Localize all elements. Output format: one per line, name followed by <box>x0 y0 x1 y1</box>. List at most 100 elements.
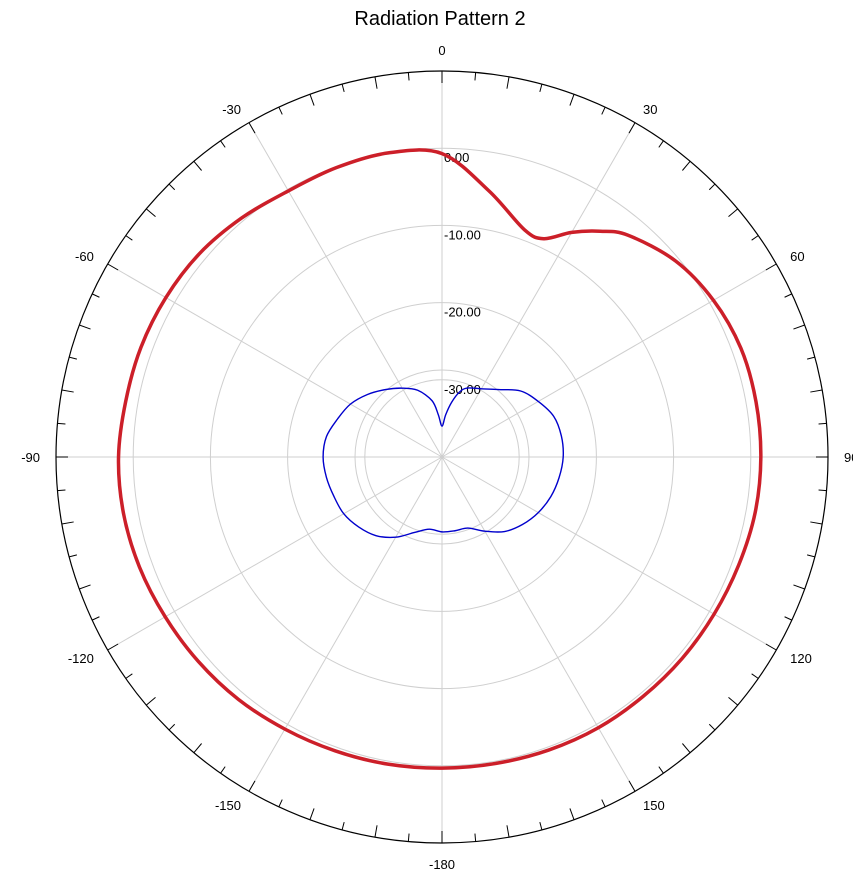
chart-title: Radiation Pattern 2 <box>354 8 526 30</box>
angle-tick <box>708 183 716 191</box>
angle-tick-label: -90 <box>21 450 40 465</box>
angle-tick <box>278 799 283 808</box>
angle-tick <box>79 324 91 330</box>
angle-tick <box>407 833 410 842</box>
angle-tick <box>107 643 119 651</box>
angle-tick <box>248 122 256 134</box>
angle-tick <box>506 76 510 89</box>
angle-tick <box>708 723 716 731</box>
angle-tick <box>810 389 823 393</box>
angle-tick <box>682 743 691 754</box>
angle-ticks <box>56 71 828 843</box>
series-line-2 <box>322 387 564 539</box>
grid-ring <box>364 379 520 535</box>
angle-tick <box>374 76 378 89</box>
angle-tick-label: 60 <box>790 249 804 264</box>
angle-tick <box>91 293 100 298</box>
angle-tick <box>539 821 543 830</box>
angle-tick <box>374 825 378 838</box>
angle-tick <box>57 422 66 425</box>
ring-value-label: -20.00 <box>444 305 481 320</box>
angle-tick <box>168 183 176 191</box>
angle-tick <box>278 106 283 115</box>
angle-tick <box>806 554 815 558</box>
angle-tick-label: 30 <box>643 102 657 117</box>
angle-tick <box>407 72 410 81</box>
angle-tick <box>506 825 510 838</box>
grid-spoke <box>441 263 777 458</box>
grid-spoke <box>248 456 443 792</box>
grid-spoke <box>107 456 443 651</box>
angle-tick <box>682 160 691 171</box>
angle-tick <box>168 723 176 731</box>
angle-tick <box>61 521 74 525</box>
angle-tick <box>569 808 575 820</box>
grid-spoke <box>441 456 636 792</box>
angle-tick <box>539 84 543 93</box>
angle-tick <box>751 673 759 679</box>
angle-tick <box>341 821 345 830</box>
angle-tick-label: -60 <box>75 249 94 264</box>
angle-tick-label: -150 <box>215 798 241 813</box>
angle-tick <box>601 106 606 115</box>
angle-tick <box>341 84 345 93</box>
grid-ring-inner <box>354 369 530 545</box>
angle-tick-label: 0 <box>438 43 445 58</box>
angle-tick <box>728 208 739 217</box>
angle-tick <box>193 160 202 171</box>
series-line-1 <box>116 148 763 770</box>
angle-tick <box>818 489 827 492</box>
angle-tick <box>107 263 119 271</box>
angle-tick <box>79 584 91 590</box>
angle-tick <box>628 780 636 792</box>
angle-tick <box>806 356 815 360</box>
grid-ring <box>132 147 752 767</box>
angle-tick-label: 150 <box>643 798 665 813</box>
angle-tick <box>818 422 827 425</box>
angle-tick-label: 90 <box>844 450 853 465</box>
angle-tick <box>474 72 477 81</box>
angle-tick <box>793 584 805 590</box>
angle-tick <box>309 808 315 820</box>
angle-tick <box>193 743 202 754</box>
angle-tick <box>69 554 78 558</box>
ring-value-label: 0.00 <box>444 150 469 165</box>
series-layer <box>116 148 763 770</box>
angle-tick <box>220 766 226 774</box>
angle-tick <box>145 697 156 706</box>
grid-spoke <box>107 263 443 458</box>
angle-tick <box>784 616 793 621</box>
grid-spoke <box>441 456 777 651</box>
angle-tick <box>658 140 664 148</box>
ring-labels: -30.00-20.00-10.000.00 <box>444 150 481 397</box>
angle-tick <box>728 697 739 706</box>
angle-tick <box>57 489 66 492</box>
angle-tick <box>145 208 156 217</box>
grid-ring <box>209 224 675 690</box>
angle-tick <box>658 766 664 774</box>
angle-tick <box>765 263 777 271</box>
grid-spoke <box>441 122 636 458</box>
angle-tick <box>61 389 74 393</box>
angle-tick <box>810 521 823 525</box>
angle-tick <box>220 140 226 148</box>
angle-tick-label: 120 <box>790 651 812 666</box>
angle-tick <box>793 324 805 330</box>
angle-labels: 0 30 60 90 120 150 -180 -150 -120 -90 -60 -30 <box>21 43 853 872</box>
angle-tick <box>474 833 477 842</box>
angle-tick <box>309 94 315 106</box>
angle-tick <box>601 799 606 808</box>
grid-spoke <box>248 122 443 458</box>
angle-tick <box>69 356 78 360</box>
angle-tick-label: -30 <box>222 102 241 117</box>
angle-tick <box>569 94 575 106</box>
angle-tick-label: -180 <box>429 857 455 872</box>
angle-tick <box>628 122 636 134</box>
ring-value-label: -10.00 <box>444 227 481 242</box>
angle-tick-label: -120 <box>68 651 94 666</box>
angle-tick <box>91 616 100 621</box>
angle-tick <box>765 643 777 651</box>
angle-tick <box>751 235 759 241</box>
angle-tick <box>125 235 133 241</box>
